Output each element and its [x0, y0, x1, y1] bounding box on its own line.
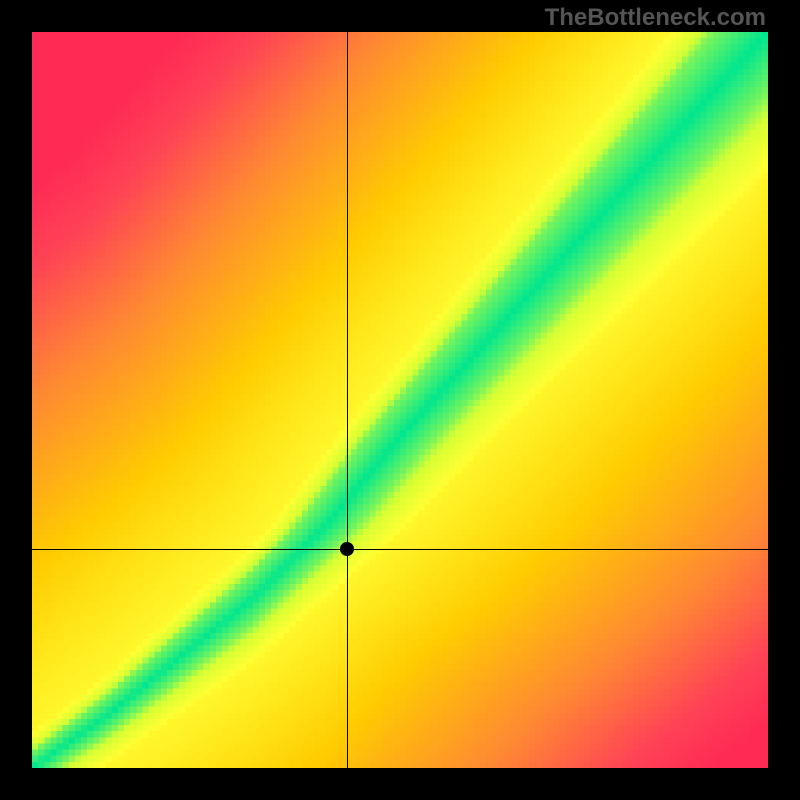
data-point-marker — [340, 542, 354, 556]
chart-container: TheBottleneck.com — [0, 0, 800, 800]
watermark-text: TheBottleneck.com — [545, 4, 766, 32]
heatmap-plot — [32, 32, 768, 768]
crosshair-vertical — [347, 32, 348, 768]
heatmap-canvas — [32, 32, 768, 768]
crosshair-horizontal — [32, 549, 768, 550]
